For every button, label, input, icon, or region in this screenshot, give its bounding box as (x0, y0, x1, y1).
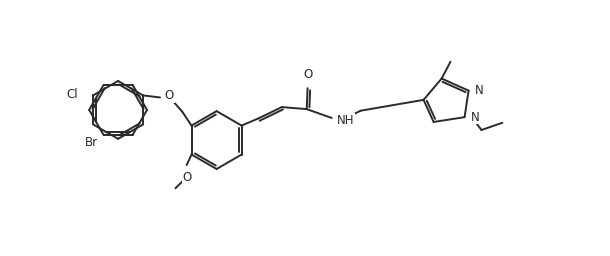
Text: Cl: Cl (66, 88, 77, 101)
Text: N: N (470, 111, 479, 124)
Text: N: N (475, 84, 483, 97)
Text: NH: NH (337, 114, 354, 127)
Text: O: O (165, 89, 174, 102)
Text: O: O (183, 171, 192, 184)
Text: O: O (303, 68, 312, 81)
Text: Br: Br (84, 136, 98, 149)
